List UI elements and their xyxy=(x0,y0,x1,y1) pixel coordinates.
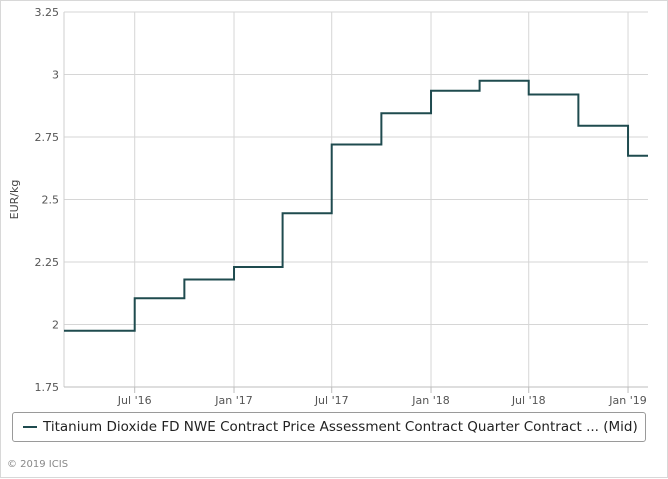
legend-swatch-line-icon xyxy=(23,426,37,428)
x-tick-label: Jul '16 xyxy=(117,394,152,407)
y-tick-label: 3.25 xyxy=(35,6,60,19)
x-tick-label: Jul '18 xyxy=(511,394,546,407)
y-tick-label: 2.75 xyxy=(35,131,60,144)
x-tick-label: Jul '17 xyxy=(314,394,349,407)
series-line-0 xyxy=(64,79,648,332)
y-tick-label: 2 xyxy=(52,319,59,332)
y-tick-label: 1.75 xyxy=(35,381,60,394)
y-tick-label: 2.5 xyxy=(42,194,60,207)
y-tick-label: 2.25 xyxy=(35,256,60,269)
y-tick-label: 3 xyxy=(52,69,59,82)
y-axis-title: EUR/kg xyxy=(8,180,21,220)
x-tick-label: Jan '18 xyxy=(411,394,449,407)
x-tick-label: Jan '19 xyxy=(608,394,646,407)
legend-label: Titanium Dioxide FD NWE Contract Price A… xyxy=(43,419,638,435)
copyright-text: © 2019 ICIS xyxy=(7,459,69,470)
x-tick-label: Jan '17 xyxy=(214,394,252,407)
legend[interactable]: Titanium Dioxide FD NWE Contract Price A… xyxy=(12,412,646,442)
